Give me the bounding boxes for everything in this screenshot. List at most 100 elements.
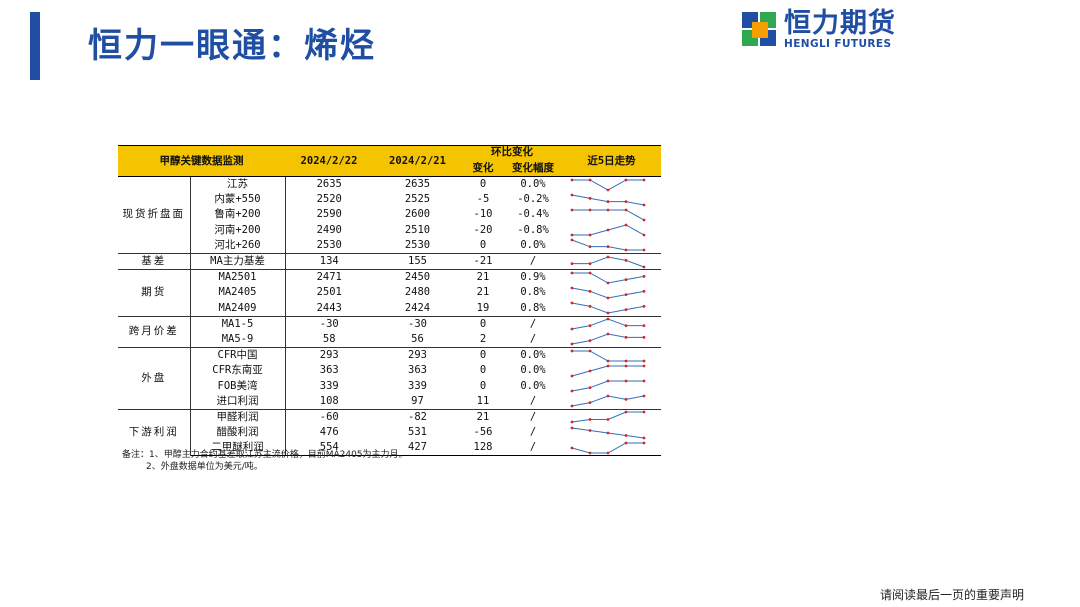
sparkline-line [571,194,645,206]
sparkline [562,238,661,254]
value2-cell: 363 [408,364,427,377]
sparkline-point [570,286,574,290]
table-row: 河北+260 2530 2530 0 0.0% [118,237,661,254]
sparkline-point [570,426,574,429]
value2-cell: 2510 [404,223,431,236]
table-row: 外盘 CFR中国 293 293 0 0.0% [118,347,661,410]
pct-cell: 0.8% [520,301,546,314]
value1-cell: 2471 [285,269,373,286]
sparkline-point [606,228,610,232]
pct-cell: / [529,332,537,345]
group-label: 期货 [118,269,191,317]
sparkline [562,394,661,410]
value1-cell: 2635 [285,176,373,193]
sparkline-point [588,271,592,275]
table-row: 期货 MA2501 2471 2450 21 0.9% [118,269,661,317]
sparkline-point [642,436,646,439]
sparkline-point [588,369,592,373]
change-cell: 0 [462,315,504,332]
value1-cell: 293 [285,347,373,364]
sparkline-point [606,200,610,203]
pct-cell: 0.0% [520,379,546,392]
sparkline-point [588,339,592,343]
change-cell: 0 [479,364,487,377]
sparkline-point [570,233,574,237]
value2-cell: 2480 [404,286,431,299]
value1-cell: 554 [285,440,373,457]
sparkline-point [606,451,610,455]
header-title: 甲醇关键数据监测 [118,145,285,177]
item-cell: 二甲醚利润 [190,440,286,457]
value2-cell: 339 [408,379,427,392]
value1-cell: 2590 [316,208,342,221]
sparkline-point [606,394,610,398]
sparkline-point [606,255,610,258]
sparkline-point [588,349,592,353]
value2-cell: 2450 [373,269,462,286]
sparkline-point [588,289,592,293]
pct-cell: / [529,394,537,407]
sparkline-point [570,193,574,197]
table-row: 内蒙+550 2520 2525 -5 -0.2% [118,192,661,208]
sparkline-point [606,333,610,336]
pct-cell: 0.9% [504,269,562,286]
header-date2: 2024/2/21 [373,145,462,177]
sparkline-point [642,336,646,340]
value1-cell: 363 [319,364,339,377]
sparkline-point [624,411,628,414]
sparkline-point [606,245,610,249]
change-cell: 21 [462,269,504,286]
value2-cell: 2424 [404,301,431,314]
item-cell: MA主力基差 [190,252,286,270]
pct-cell: -0.8% [517,223,549,236]
value2-cell: 2530 [404,238,431,251]
sparkline [562,315,661,332]
sparkline [562,378,661,393]
sparkline-point [642,203,646,207]
sparkline-point [642,178,646,181]
sparkline-line [571,287,645,299]
sparkline [562,347,661,364]
table-row: 跨月价差 MA1-5 -30 -30 0 / [118,315,661,348]
table-row: 鲁南+200 2590 2600 -10 -0.4% [118,207,661,223]
sparkline-point [606,359,610,363]
sparkline-point [624,293,628,296]
change-cell: -10 [473,208,493,221]
item-cell: MA5-9 [190,331,286,348]
sparkline-point [642,394,646,398]
sparkline-point [606,379,610,383]
sparkline-point [624,208,628,212]
sparkline-point [570,374,574,378]
sparkline-point [570,404,574,408]
value2-cell: -82 [373,408,462,425]
pct-cell: 0.8% [520,286,546,299]
note-line-1: 备注：1、甲醇主力合约基差取江苏主流价格，目前MA2405为主力月。 [122,450,408,460]
sparkline-point [588,428,592,432]
sparkline-point [570,238,574,242]
pct-cell: 0.0% [520,364,546,377]
header-trend: 近5日走势 [562,145,661,177]
change-cell: 19 [476,301,490,314]
item-cell: MA2501 [190,269,286,286]
sparkline-point [642,248,646,252]
value2-cell: 2600 [404,208,431,221]
note-line-2: 2、外盘数据单位为美元/吨。 [146,462,263,472]
sparkline-point [624,258,628,262]
sparkline-point [588,178,592,181]
sparkline-point [642,324,646,328]
item-cell: 河北+260 [190,237,286,254]
sparkline-point [624,398,628,401]
sparkline-point [588,233,592,237]
sparkline-line [571,395,645,407]
item-cell: 江苏 [190,176,286,193]
value1-cell: 476 [319,426,339,439]
sparkline-point [642,274,646,278]
item-cell: 鲁南+200 [190,207,286,223]
change-cell: -56 [473,426,493,439]
change-cell: 0 [462,347,504,364]
table-row: 进口利润 108 97 11 / [118,393,661,410]
sparkline-point [588,386,592,390]
sparkline [562,425,661,440]
sparkline-point [624,336,628,340]
logo-cn-text: 恒力期货 [784,8,896,39]
